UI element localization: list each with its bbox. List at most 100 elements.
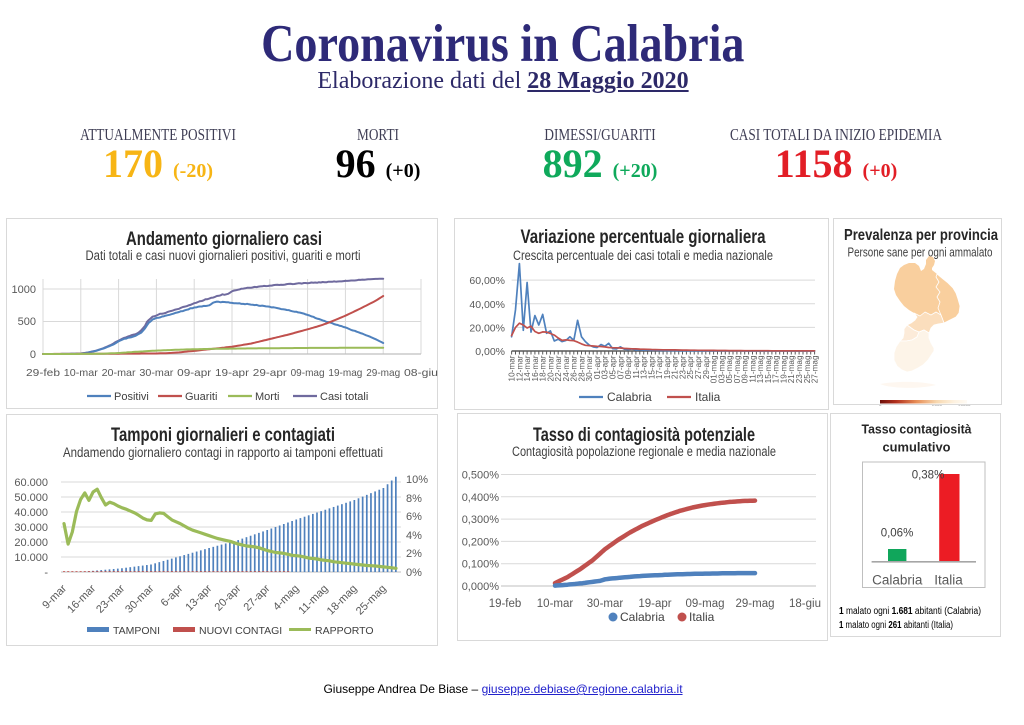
svg-text:23-apr: 23-apr [678,355,687,379]
svg-text:19-apr: 19-apr [663,355,672,379]
svg-text:29-mag: 29-mag [366,367,400,379]
svg-text:13-apr: 13-apr [640,355,649,379]
svg-text:0: 0 [879,404,882,406]
svg-text:19-apr: 19-apr [215,367,250,379]
svg-text:05-mag: 05-mag [725,355,734,383]
svg-text:Variazione percentuale giornal: Variazione percentuale giornaliera [521,227,766,248]
svg-text:19-apr: 19-apr [638,598,671,610]
svg-text:0,200%: 0,200% [462,536,500,548]
svg-text:24-mar: 24-mar [562,355,571,381]
svg-text:NUOVI CONTAGI: NUOVI CONTAGI [199,625,282,637]
svg-text:17-apr: 17-apr [655,355,664,379]
svg-text:Crescita percentuale dei casi: Crescita percentuale dei casi totali e m… [513,248,773,263]
svg-text:29-apr: 29-apr [702,355,711,379]
svg-text:0,100%: 0,100% [462,559,500,571]
svg-text:Calabria: Calabria [607,390,652,404]
svg-text:1000: 1000 [12,284,36,296]
svg-text:25-mag: 25-mag [803,355,812,383]
svg-text:Dati totali e casi nuovi giorn: Dati totali e casi nuovi giornalieri pos… [86,248,361,263]
svg-text:Morti: Morti [255,391,279,403]
svg-text:Positivi: Positivi [114,391,149,403]
svg-text:27-apr: 27-apr [242,582,273,613]
svg-text:29-mag: 29-mag [736,598,775,610]
svg-text:19-feb: 19-feb [489,598,522,610]
svg-text:10-mar: 10-mar [537,598,574,610]
svg-text:10000: 10000 [958,404,971,406]
svg-text:0,500%: 0,500% [462,470,500,482]
svg-text:Calabria: Calabria [872,573,923,588]
svg-text:09-mag: 09-mag [741,355,750,383]
svg-text:20,00%: 20,00% [469,322,505,334]
svg-text:18-mag: 18-mag [325,583,360,618]
svg-text:05-apr: 05-apr [609,355,618,379]
svg-text:40,00%: 40,00% [469,299,505,311]
svg-text:40.000: 40.000 [14,507,48,519]
svg-text:2%: 2% [406,548,422,560]
svg-text:11-apr: 11-apr [632,355,641,378]
svg-text:Tamponi giornalieri e contagia: Tamponi giornalieri e contagiati [111,425,335,446]
svg-text:09-apr: 09-apr [177,367,212,379]
svg-text:Italia: Italia [934,573,963,588]
svg-text:Andamendo giornaliero contagi: Andamendo giornaliero contagi in rapport… [63,445,383,460]
svg-text:4%: 4% [406,530,422,542]
svg-text:26-mar: 26-mar [570,355,579,381]
svg-text:11-mag: 11-mag [296,583,330,617]
svg-text:15-mag: 15-mag [764,355,773,383]
svg-text:Persone sane per ogni ammalato: Persone sane per ogni ammalato [848,246,993,260]
svg-text:08-giu: 08-giu [404,367,438,379]
svg-text:TAMPONI: TAMPONI [113,625,160,637]
svg-text:6-apr: 6-apr [159,582,186,609]
svg-text:Guariti: Guariti [185,391,217,403]
svg-text:6%: 6% [406,511,422,523]
svg-text:20.000: 20.000 [14,537,48,549]
svg-text:07-mag: 07-mag [733,355,742,383]
svg-text:16-mar: 16-mar [531,355,540,381]
svg-text:1 malato ogni 261 abitanti (It: 1 malato ogni 261 abitanti (Italia) [839,620,953,631]
svg-text:15-apr: 15-apr [647,355,656,379]
svg-text:10%: 10% [406,474,428,486]
svg-text:01-apr: 01-apr [593,355,602,379]
svg-text:Andamento giornaliero casi: Andamento giornaliero casi [126,229,322,250]
svg-text:50.000: 50.000 [14,492,48,504]
svg-text:0,400%: 0,400% [462,492,500,504]
svg-text:03-mag: 03-mag [717,355,726,383]
svg-text:-: - [44,567,48,579]
svg-text:27-apr: 27-apr [694,355,703,379]
svg-text:10.000: 10.000 [14,552,48,564]
svg-text:500: 500 [18,316,36,328]
svg-text:23-mag: 23-mag [795,355,804,383]
svg-text:10-mar: 10-mar [508,355,517,381]
svg-text:13-mag: 13-mag [756,355,765,383]
svg-text:29-apr: 29-apr [253,367,288,379]
svg-text:Casi totali: Casi totali [320,391,368,403]
svg-text:60,00%: 60,00% [469,275,505,287]
svg-text:21-mag: 21-mag [787,355,796,383]
svg-text:18-mar: 18-mar [539,355,548,381]
svg-text:0%: 0% [406,567,422,579]
svg-text:Tasso di contagiosità potenzia: Tasso di contagiosità potenziale [533,425,755,446]
svg-text:cumulativo: cumulativo [883,440,951,455]
svg-text:25-mag: 25-mag [354,583,389,618]
svg-text:09-apr: 09-apr [624,355,633,379]
svg-text:16-mar: 16-mar [65,582,98,615]
svg-text:29-feb: 29-feb [26,367,60,379]
svg-text:0,06%: 0,06% [881,527,914,539]
svg-text:21-apr: 21-apr [671,355,680,379]
svg-text:30.000: 30.000 [14,522,48,534]
svg-text:30-mar: 30-mar [587,598,624,610]
svg-text:13-apr: 13-apr [183,582,214,613]
svg-text:RAPPORTO: RAPPORTO [315,625,374,637]
svg-text:18-giu: 18-giu [789,598,821,610]
svg-text:23-mar: 23-mar [94,582,127,615]
svg-text:25-apr: 25-apr [686,355,695,379]
svg-text:14-mar: 14-mar [523,355,532,381]
svg-text:27-mag: 27-mag [811,355,820,383]
svg-text:01-mag: 01-mag [710,355,719,383]
svg-text:60.000: 60.000 [14,477,48,489]
svg-text:0,000%: 0,000% [462,581,500,593]
svg-text:8%: 8% [406,493,422,505]
svg-text:Tasso contagiosità: Tasso contagiosità [862,422,973,437]
svg-text:0,00%: 0,00% [475,346,505,358]
svg-text:09-mag: 09-mag [291,367,325,379]
svg-text:5000: 5000 [932,404,943,406]
